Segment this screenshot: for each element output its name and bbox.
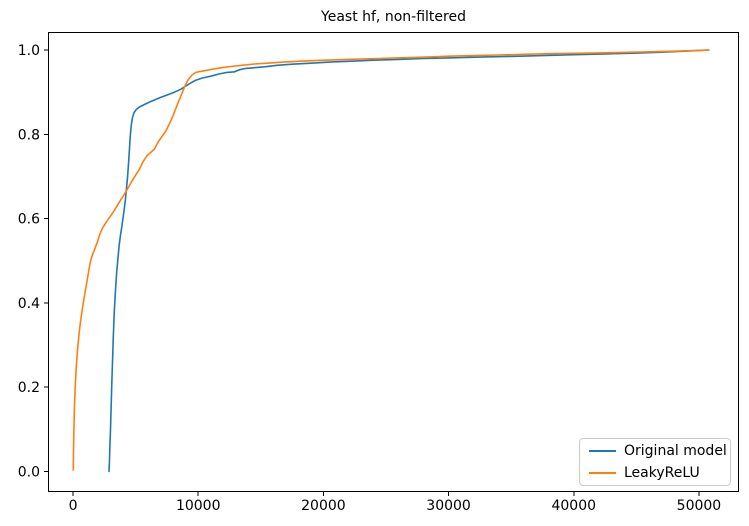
legend-entry-leakyrelu: LeakyReLU <box>589 465 730 482</box>
y-axis-tick-label: 0.6 <box>18 212 40 228</box>
legend-entry-original-model: Original model <box>589 443 730 460</box>
y-axis-tick-label: 0.8 <box>18 127 40 143</box>
y-axis-tick-label: 0.0 <box>18 464 40 480</box>
series-line-leakyrelu <box>72 49 710 471</box>
y-axis-tick-label: 0.2 <box>18 380 40 396</box>
x-axis-tick-label: 40000 <box>551 498 596 514</box>
y-axis-tick-label: 0.4 <box>18 296 40 312</box>
series-line-original-model <box>108 49 709 473</box>
axes-frame <box>48 32 739 492</box>
legend-line-leakyrelu-icon <box>589 472 616 474</box>
legend-label-original-model: Original model <box>624 443 727 459</box>
legend-label-leakyrelu: LeakyReLU <box>624 465 700 481</box>
legend: Original model LeakyReLU <box>579 438 731 486</box>
x-axis-tick-label: 10000 <box>176 498 221 514</box>
y-axis-tick-label: 1.0 <box>18 43 40 59</box>
x-axis-tick-label: 30000 <box>426 498 471 514</box>
chart-title: Yeast hf, non-filtered <box>321 9 466 25</box>
x-axis-tick-label: 0 <box>69 498 78 514</box>
legend-line-original-model-icon <box>589 450 616 452</box>
x-axis-tick-label: 20000 <box>301 498 346 514</box>
x-axis-tick-label: 50000 <box>677 498 722 514</box>
